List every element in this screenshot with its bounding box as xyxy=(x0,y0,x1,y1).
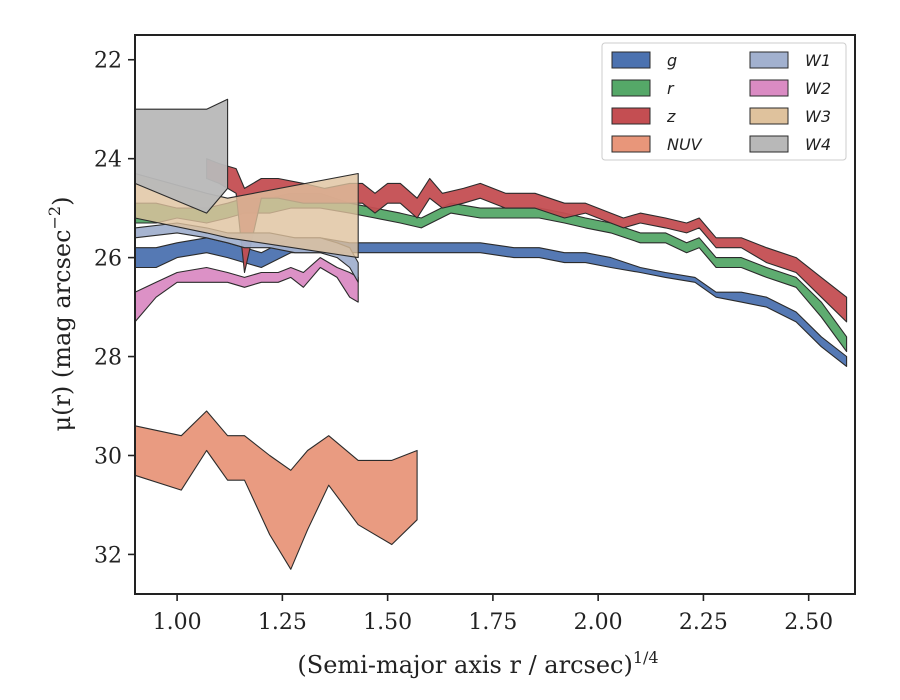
x-axis-label: (Semi-major axis r / arcsec)1/4 xyxy=(297,648,658,679)
band-nuv xyxy=(134,410,418,570)
legend-swatch-z xyxy=(611,107,651,125)
y-tick-label: 24 xyxy=(94,148,122,173)
legend-label-w1: W1 xyxy=(805,51,831,70)
x-tick-label: 1.50 xyxy=(363,610,412,635)
x-tick-label: 1.75 xyxy=(468,610,517,635)
legend-swatch-w2 xyxy=(749,79,789,97)
legend-label-r: r xyxy=(667,79,675,98)
legend-swatch-r xyxy=(611,79,651,97)
x-tick-label: 2.00 xyxy=(574,610,623,635)
band-z xyxy=(206,158,848,323)
y-axis-ticks: 22 24 26 28 30 32 xyxy=(94,49,135,568)
legend-label-w2: W2 xyxy=(805,79,831,98)
x-tick-label: 2.50 xyxy=(784,610,833,635)
legend-box xyxy=(601,42,847,161)
legend-swatch-g xyxy=(611,51,651,69)
legend-swatch-w3 xyxy=(749,107,789,125)
legend-entries: grz NUV W1 W2 W3 W4 xyxy=(611,51,831,154)
band-w2 xyxy=(134,257,359,323)
y-tick-label: 26 xyxy=(94,247,122,272)
legend-label-w3: W3 xyxy=(805,107,831,126)
y-tick-label: 22 xyxy=(94,49,122,74)
x-axis-ticks: 1.00 1.25 1.50 1.75 2.00 2.25 2.50 xyxy=(153,594,833,635)
legend-swatch-nuv xyxy=(611,135,651,153)
legend: grz NUV W1 W2 W3 W4 xyxy=(601,42,847,161)
legend-label-nuv: NUV xyxy=(667,135,703,154)
legend-swatch-w4 xyxy=(749,135,789,153)
series-layer xyxy=(134,98,848,570)
legend-swatch-w1 xyxy=(749,51,789,69)
y-tick-label: 32 xyxy=(94,543,122,568)
legend-label-z: z xyxy=(666,107,676,126)
legend-label-g: g xyxy=(667,51,677,70)
plot-frame xyxy=(134,34,856,595)
x-tick-label: 1.00 xyxy=(153,610,202,635)
y-tick-label: 30 xyxy=(94,444,122,469)
y-axis-label: μ(r) (mag arcsec−2) xyxy=(45,197,76,432)
legend-label-w4: W4 xyxy=(805,135,831,154)
x-tick-label: 2.25 xyxy=(679,610,728,635)
x-tick-label: 1.25 xyxy=(258,610,307,635)
y-tick-label: 28 xyxy=(94,346,122,371)
